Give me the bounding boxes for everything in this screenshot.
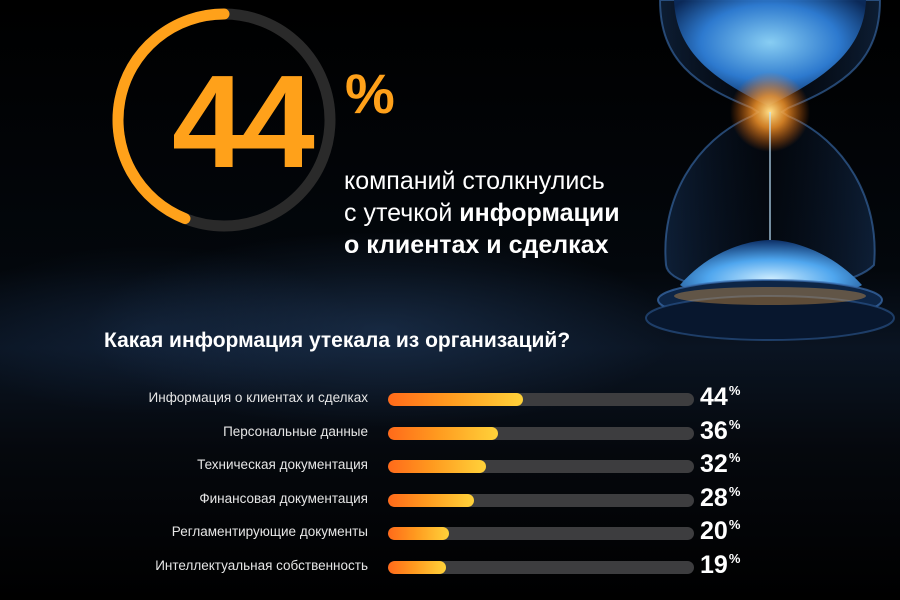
hero-caption: компаний столкнулись с утечкой информаци…: [344, 165, 644, 261]
bar-value-unit: %: [728, 450, 741, 465]
percentage-ring: [112, 8, 336, 232]
hero-percentage-value: 44: [172, 48, 315, 195]
hero-caption-line3-bold: о клиентах и сделках: [344, 231, 609, 259]
bar-value-label: 28%: [700, 484, 740, 513]
bar-value-unit: %: [728, 383, 741, 398]
bar-row: Техническая документация 32%: [0, 450, 900, 482]
bar-value-unit: %: [728, 483, 741, 499]
bar-label: Финансовая документация: [199, 490, 368, 506]
chart-title: Какая информация утекала из организаций?: [104, 329, 571, 352]
hero-caption-line2: с утечкой информации: [344, 197, 644, 229]
bar: [388, 527, 450, 540]
bar-track: [388, 426, 694, 440]
hero-caption-line3: о клиентах и сделках: [344, 229, 644, 261]
bar-label: Информация о клиентах и сделках: [148, 390, 368, 405]
hero-caption-line2-bold: информации: [459, 199, 620, 227]
hero-caption-line1: компаний столкнулись: [344, 167, 605, 195]
bar-value-number: 44: [700, 383, 728, 411]
bar-value-number: 19: [700, 550, 728, 579]
bar-value-number: 28: [700, 483, 728, 512]
bar-value-unit: %: [728, 550, 741, 566]
bar: [388, 426, 499, 440]
bar-label: Техническая документация: [197, 457, 368, 472]
bar-row: Регламентирующие документы 20%: [0, 517, 900, 549]
bar-value-number: 32: [700, 450, 728, 478]
hourglass-icon: [645, 0, 895, 341]
bar-track: [388, 527, 694, 540]
bar-track: [388, 393, 694, 406]
bar-value-number: 20: [700, 517, 728, 545]
hero-caption-line2-prefix: с утечкой: [344, 199, 460, 227]
bar: [388, 560, 447, 574]
bar-value-label: 44%: [700, 383, 740, 412]
bar-track: [388, 560, 694, 574]
bar-track: [388, 460, 694, 473]
bar-label: Персональные данные: [223, 423, 368, 439]
bar-row: Персональные данные 36%: [0, 417, 900, 449]
hero-percent-sign: %: [345, 62, 395, 125]
bar-value-label: 36%: [700, 417, 740, 446]
bar-row: Информация о клиентах и сделках 44%: [0, 383, 900, 415]
ring-progress: [112, 8, 230, 225]
bar-label: Регламентирующие документы: [171, 524, 368, 539]
bar-track: [388, 493, 694, 507]
bar: [388, 393, 523, 406]
bar-value-label: 20%: [700, 517, 740, 546]
bar-value-unit: %: [728, 416, 741, 432]
bar: [388, 460, 486, 473]
bar-row: Интеллектуальная собственность 19%: [0, 551, 900, 583]
bar-value-unit: %: [728, 517, 741, 532]
bar-value-number: 36: [700, 416, 728, 445]
bar-label: Интеллектуальная собственность: [155, 557, 368, 573]
bar: [388, 493, 474, 507]
bar-value-label: 19%: [700, 551, 740, 580]
bar-value-label: 32%: [700, 450, 740, 479]
bar-row: Финансовая документация 28%: [0, 484, 900, 516]
